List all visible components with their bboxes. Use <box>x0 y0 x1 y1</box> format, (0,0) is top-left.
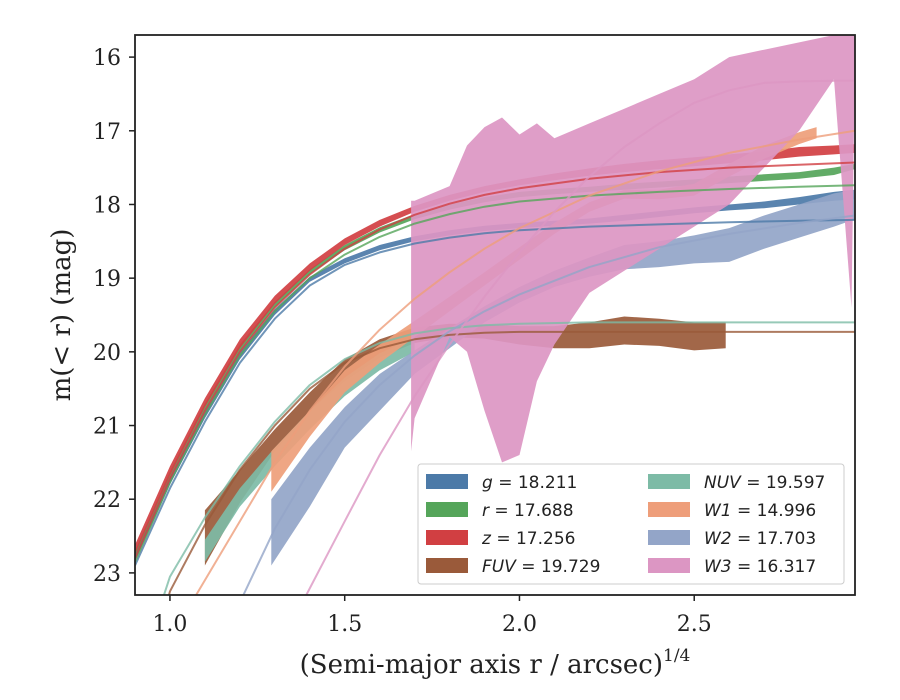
legend-swatch <box>648 502 690 517</box>
model-curve-z <box>135 161 855 559</box>
x-tick-label: 1.0 <box>152 612 187 637</box>
y-tick-label: 21 <box>93 415 121 440</box>
y-tick-label: 16 <box>93 46 121 71</box>
legend-swatch <box>426 530 468 545</box>
legend-label: FUV = 19.729 <box>482 557 600 577</box>
y-tick-label: 19 <box>93 267 121 292</box>
model-curve-g <box>135 218 855 566</box>
band-w3 <box>411 35 855 463</box>
legend-label: W1 = 14.996 <box>704 501 816 521</box>
x-tick-label: 2.5 <box>677 612 712 637</box>
model-curve-r <box>135 184 855 563</box>
legend-swatch <box>648 474 690 489</box>
y-tick-label: 17 <box>93 120 121 145</box>
legend: g = 18.211 r = 17.688 z = 17.256 FUV = 19.7… <box>417 463 845 585</box>
x-tick-label: 1.5 <box>327 612 362 637</box>
x-tick-label: 2.0 <box>502 612 537 637</box>
legend-swatch <box>648 558 690 573</box>
model-curve-w1 <box>194 129 855 595</box>
y-tick-label: 22 <box>93 488 121 513</box>
x-axis: 1.0 1.5 2.0 2.5 <box>152 595 712 637</box>
legend-swatch <box>426 474 468 489</box>
band-nuv <box>204 337 415 562</box>
legend-label: z = 17.256 <box>481 529 575 549</box>
y-axis: 16 17 18 19 20 21 22 23 <box>93 46 135 587</box>
legend-label: W3 = 16.317 <box>704 557 816 577</box>
legend-label: r = 17.688 <box>482 501 574 521</box>
legend-swatch <box>648 530 690 545</box>
plot-frame <box>134 34 856 596</box>
y-axis-label: m(< r) (mag) <box>47 229 77 402</box>
legend-frame <box>417 463 845 585</box>
model-curves <box>135 79 855 595</box>
x-axis-label: (Semi-major axis r / arcsec)1/4 <box>300 646 691 680</box>
legend-swatch <box>426 558 468 573</box>
legend-swatch <box>426 502 468 517</box>
y-tick-label: 23 <box>93 562 121 587</box>
model-curve-nuv <box>162 321 855 595</box>
y-tick-label: 18 <box>93 193 121 218</box>
legend-label: NUV = 19.597 <box>704 473 825 493</box>
model-curve-w3 <box>305 79 855 595</box>
model-curve-fuv <box>167 330 855 595</box>
legend-label: W2 = 17.703 <box>704 529 816 549</box>
legend-label: g = 18.211 <box>482 473 577 493</box>
y-tick-label: 20 <box>93 341 121 366</box>
